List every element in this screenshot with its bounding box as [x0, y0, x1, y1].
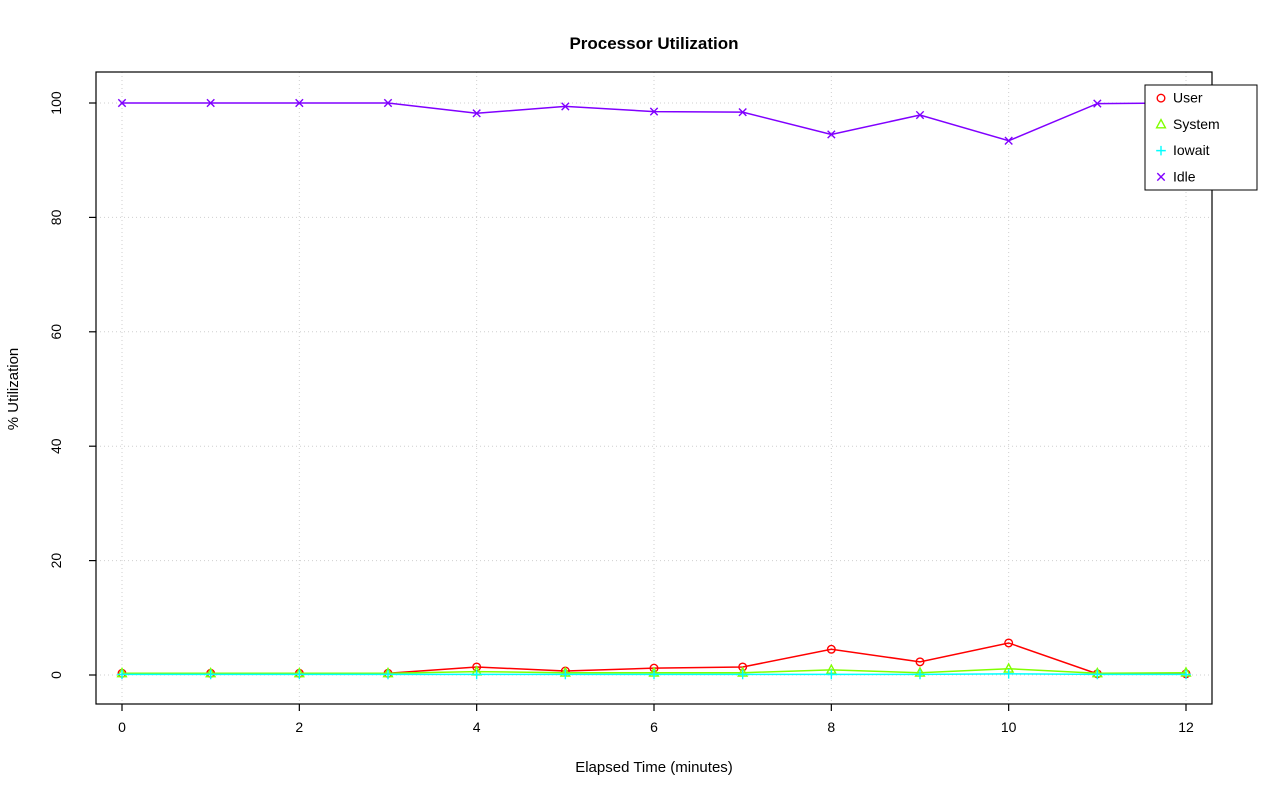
x-marker: [472, 109, 481, 118]
x-tick-label: 12: [1178, 719, 1194, 735]
circle-marker: [826, 644, 836, 654]
x-marker: [206, 98, 215, 108]
x-tick-label: 4: [473, 719, 481, 735]
legend-label: Iowait: [1173, 142, 1210, 158]
axes: 0 2 4 6 8 10 12 0 20 40 60 80 100: [48, 91, 1194, 735]
x-marker: [1004, 136, 1013, 145]
y-tick-label: 0: [48, 671, 64, 679]
x-marker: [915, 110, 925, 120]
plus-marker: [471, 669, 482, 680]
chart-dynamic-layer: 0 2 4 6 8 10 12 0 20 40 60 80 100 User System Iowait Idl…: [48, 71, 1258, 735]
legend: User System Iowait Idle: [1144, 84, 1258, 191]
plus-marker: [1092, 669, 1103, 680]
x-tick-label: 8: [827, 719, 835, 735]
legend-label: Idle: [1173, 168, 1196, 184]
circle-marker: [1004, 638, 1014, 648]
x-tick-label: 2: [295, 719, 303, 735]
y-tick-label: 60: [48, 324, 64, 340]
y-tick-label: 20: [48, 553, 64, 569]
triangle-marker: [1155, 118, 1167, 129]
series-iowait: [117, 669, 1191, 680]
legend-item-user: User: [1156, 90, 1203, 106]
chart-title: Processor Utilization: [569, 34, 739, 53]
x-marker: [117, 98, 127, 108]
x-marker: [738, 107, 747, 117]
x-marker: [649, 107, 659, 116]
legend-item-iowait: Iowait: [1156, 142, 1210, 158]
x-tick-label: 10: [1001, 719, 1017, 735]
y-tick-label: 100: [48, 91, 64, 115]
gridlines: [96, 72, 1212, 704]
legend-box: [1144, 84, 1258, 191]
plus-marker: [117, 669, 127, 680]
plus-marker: [826, 669, 837, 680]
circle-marker: [915, 657, 925, 667]
y-axis-label: % Utilization: [5, 348, 22, 431]
y-tick-label: 80: [48, 209, 64, 225]
x-marker: [1156, 172, 1166, 182]
x-axis-label: Elapsed Time (minutes): [575, 759, 733, 776]
plus-marker: [205, 669, 216, 680]
plus-marker: [1181, 669, 1191, 680]
plus-marker: [1156, 145, 1166, 156]
legend-label: User: [1173, 90, 1203, 106]
plus-marker: [1003, 669, 1014, 679]
x-marker: [827, 130, 836, 139]
plus-marker: [737, 669, 748, 680]
x-marker: [295, 98, 304, 108]
x-marker: [1093, 99, 1102, 108]
circle-marker: [1156, 93, 1166, 103]
x-tick-label: 0: [118, 719, 126, 735]
plus-marker: [649, 669, 659, 680]
legend-item-idle: Idle: [1156, 168, 1196, 184]
legend-item-system: System: [1155, 116, 1220, 132]
plus-marker: [383, 669, 393, 680]
series-idle: [117, 98, 1191, 145]
plus-marker: [915, 669, 925, 680]
x-tick-label: 6: [650, 719, 658, 735]
plus-marker: [560, 669, 571, 680]
y-tick-label: 40: [48, 438, 64, 454]
plus-marker: [294, 669, 305, 680]
legend-label: System: [1173, 116, 1220, 132]
x-marker: [383, 98, 393, 108]
x-marker: [561, 102, 570, 111]
